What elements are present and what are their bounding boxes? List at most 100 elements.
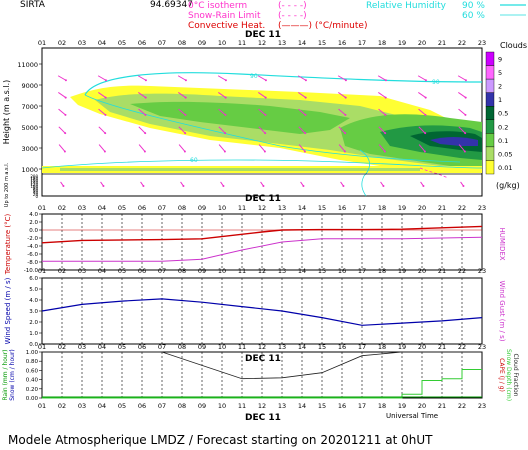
wind-arrow bbox=[60, 181, 65, 188]
cloud-panel: 90 60 90 DEC 11 DEC 11 Height (m a.s.l.)… bbox=[2, 30, 483, 207]
wind-arrow bbox=[218, 126, 227, 135]
hour-label-precip: 22 bbox=[458, 343, 466, 351]
hour-label-temp: 15 bbox=[318, 204, 326, 212]
wind-arrow bbox=[418, 144, 426, 153]
wind-arrow-shaft bbox=[338, 92, 346, 98]
hour-label-wind: 21 bbox=[438, 267, 446, 275]
wind-arrow-shaft bbox=[458, 144, 466, 152]
hour-label-temp: 18 bbox=[378, 204, 386, 212]
wind-arrow bbox=[417, 75, 427, 82]
wind-arrow-head bbox=[464, 79, 467, 82]
wind-arrow-head bbox=[62, 185, 65, 188]
wind-arrow-shaft bbox=[138, 126, 146, 134]
wind-arrow-shaft bbox=[298, 92, 306, 98]
humidex-line bbox=[42, 236, 483, 262]
wind-arrow-shaft bbox=[338, 144, 346, 152]
cloud-fraction-ylabel: Cloud Fraction bbox=[512, 354, 519, 397]
wind-speed-line bbox=[41, 298, 483, 326]
wind-arrow-head bbox=[262, 185, 265, 188]
hour-label-bottom: 03 bbox=[78, 402, 86, 410]
wind-arrow-shaft bbox=[418, 92, 426, 98]
hour-label-wind: 07 bbox=[158, 267, 166, 275]
wind-arrow bbox=[300, 181, 305, 188]
wind-arrow bbox=[138, 144, 146, 153]
wind-arrow-shaft bbox=[377, 75, 387, 81]
hour-label-top: 18 bbox=[378, 39, 386, 47]
wind-arrow-shaft bbox=[297, 75, 307, 81]
wind-arrow bbox=[218, 108, 227, 116]
cape-ylabel: CAPE (J / g) bbox=[498, 358, 505, 392]
wind-arrow bbox=[458, 126, 467, 135]
cloud-ytick-lower: 140 bbox=[30, 180, 38, 185]
wind-arrow-head bbox=[144, 96, 147, 99]
wind-arrow-shaft bbox=[138, 108, 146, 116]
wind-arrow-head bbox=[344, 113, 347, 116]
hour-label-top: 08 bbox=[178, 39, 186, 47]
wind-arrow-head bbox=[264, 96, 267, 99]
low-cloud-band-inner bbox=[60, 168, 420, 171]
wind-arrow bbox=[298, 108, 307, 116]
hour-label-precip: 14 bbox=[298, 343, 306, 351]
wind-arrow bbox=[458, 108, 467, 116]
hour-label-top: 01 bbox=[38, 39, 46, 47]
wind-gust-ylabel: Wind Gust (m / s) bbox=[498, 280, 506, 341]
wind-arrow-shaft bbox=[178, 108, 186, 116]
hour-label-top: 02 bbox=[58, 39, 66, 47]
wind-arrow bbox=[100, 181, 105, 188]
wind-arrow-shaft bbox=[218, 126, 226, 134]
wind-arrow bbox=[58, 92, 67, 99]
hour-label-top: 19 bbox=[398, 39, 406, 47]
cloud-panel-date: DEC 11 bbox=[245, 30, 281, 40]
wind-arrow bbox=[137, 75, 147, 82]
wind-arrow bbox=[260, 181, 265, 188]
hour-label-precip: 02 bbox=[58, 343, 66, 351]
cloud-ytick-lower: 20 bbox=[33, 192, 39, 197]
wind-arrow-head bbox=[424, 113, 427, 116]
hour-label-temp: 22 bbox=[458, 204, 466, 212]
hour-label-wind: 17 bbox=[358, 267, 366, 275]
hour-label-bottom: 14 bbox=[298, 402, 306, 410]
wind-ylabel: Wind Speed (m / s) bbox=[4, 277, 12, 344]
hour-label-wind: 01 bbox=[38, 267, 46, 275]
humidity-contour-90 bbox=[84, 72, 483, 96]
hour-label-precip: 21 bbox=[438, 343, 446, 351]
colorbar-label: 0.5 bbox=[498, 110, 508, 118]
hour-label-wind: 15 bbox=[318, 267, 326, 275]
hour-label-precip: 13 bbox=[278, 343, 286, 351]
footer-title: Modele Atmospherique LMDZ / Forecast sta… bbox=[8, 433, 433, 447]
colorbar-title: Clouds bbox=[500, 41, 527, 50]
wind-arrow-head bbox=[143, 150, 146, 153]
wind-arrow-shaft bbox=[418, 126, 426, 134]
wind-arrow-head bbox=[302, 185, 305, 188]
wind-ytick: 0.0 bbox=[29, 342, 38, 348]
wind-arrow-head bbox=[64, 79, 67, 82]
hour-label-temp: 23 bbox=[478, 204, 486, 212]
hour-label-bottom: 11 bbox=[238, 402, 246, 410]
wind-arrow-shaft bbox=[98, 144, 106, 152]
hour-label-wind: 22 bbox=[458, 267, 466, 275]
cloud-panel-date-bottom: DEC 11 bbox=[245, 194, 281, 204]
wind-arrow-head bbox=[104, 79, 107, 82]
colorbar-swatch bbox=[485, 92, 495, 107]
wind-arrow-head bbox=[144, 132, 147, 135]
wind-arrow-shaft bbox=[258, 108, 266, 116]
cloud-layer-01 bbox=[130, 101, 350, 134]
hour-label-precip: 01 bbox=[38, 343, 46, 351]
hour-label-temp: 21 bbox=[438, 204, 446, 212]
colorbar-label: 0.05 bbox=[498, 150, 512, 158]
wind-arrow bbox=[218, 92, 227, 99]
hour-label-wind: 14 bbox=[298, 267, 306, 275]
wind-arrow-shaft bbox=[378, 144, 386, 152]
colorbar-swatch bbox=[485, 65, 495, 80]
wind-arrow-shaft bbox=[217, 75, 227, 81]
hour-label-wind: 04 bbox=[98, 267, 106, 275]
humidity-legend-label: Relative Humidity bbox=[366, 1, 447, 11]
wind-arrow-head bbox=[462, 185, 465, 188]
wind-arrow-head bbox=[144, 79, 147, 82]
wind-arrow-shaft bbox=[298, 144, 306, 152]
precip-ytick: 1.00 bbox=[26, 350, 39, 356]
wind-arrow-head bbox=[384, 79, 387, 82]
hour-label-top: 17 bbox=[358, 39, 366, 47]
hour-label-precip: 17 bbox=[358, 343, 366, 351]
wind-arrow-shaft bbox=[258, 92, 266, 98]
